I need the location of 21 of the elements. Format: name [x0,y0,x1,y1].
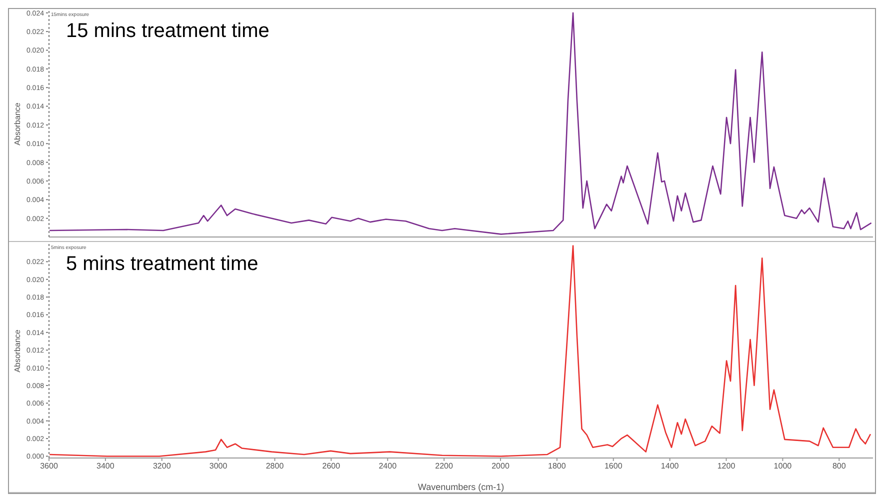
x-tick-label: 3400 [96,462,115,471]
x-tick-label: 1400 [660,462,680,471]
x-tick-label: 2800 [266,462,284,471]
x-tick-label: 3600 [40,462,58,471]
x-tick-label: 1800 [548,462,566,471]
x-tick-label: 3200 [152,462,172,471]
x-axis-title: Wavenumbers (cm-1) [418,482,504,492]
x-tick-label: 800 [832,462,846,471]
y-axis-title: Absorbance [12,329,22,372]
y-axis-title: Absorbance [12,102,22,146]
x-tick-label: 2400 [378,462,398,471]
x-tick-label: 3000 [209,462,228,471]
line-series [49,12,872,235]
x-tick-label: 2200 [435,462,454,471]
x-tick-label: 1600 [604,462,623,471]
x-tick-label: 1000 [774,462,792,471]
chart-title: 15 mins treatment time [66,20,270,43]
x-tick-label: 1200 [717,462,736,471]
chart-title: 5 mins treatment time [66,253,258,276]
x-tick-label: 2600 [322,462,341,471]
x-tick-label: 2000 [492,462,510,471]
